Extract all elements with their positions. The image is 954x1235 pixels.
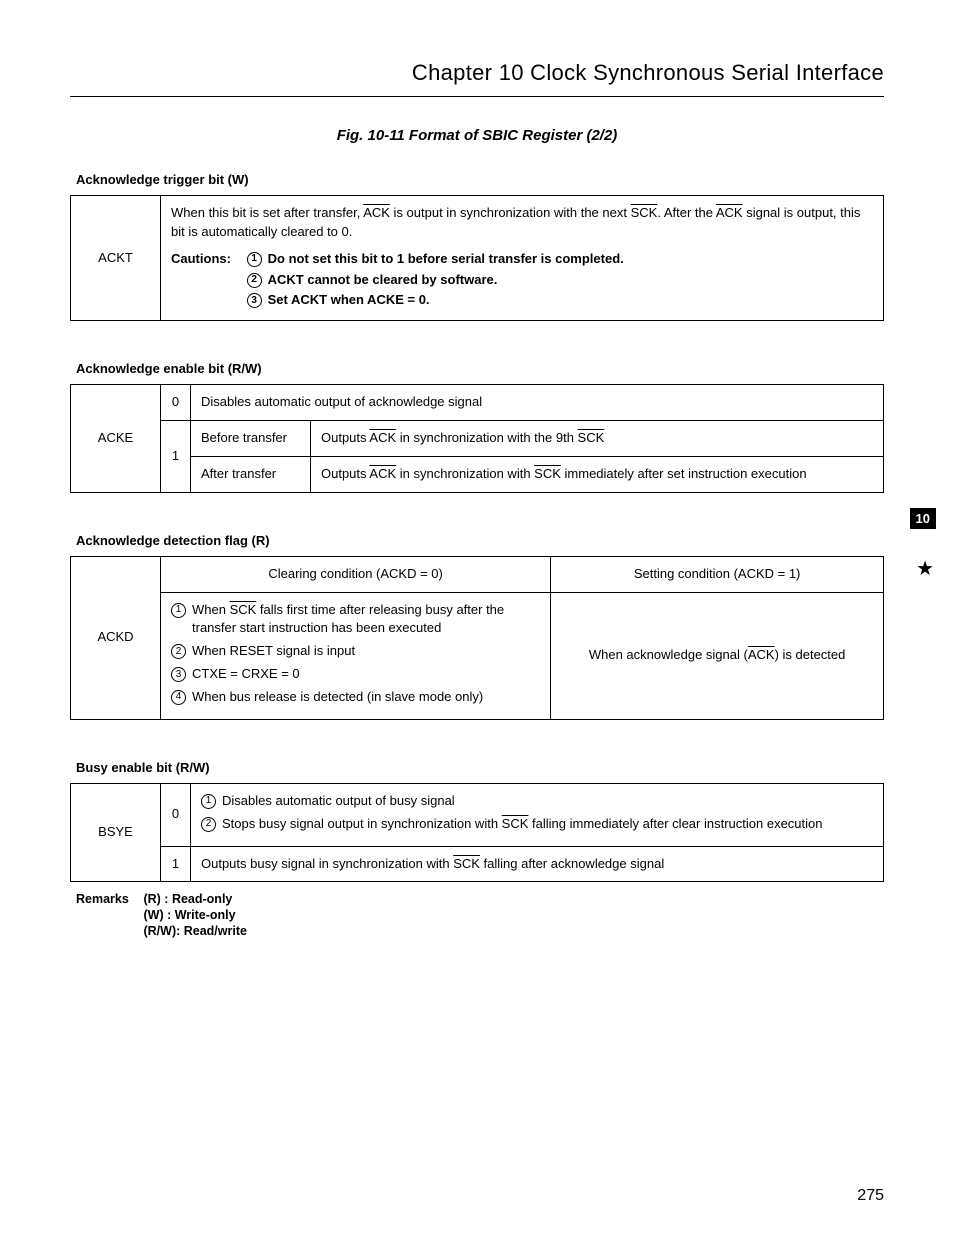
ackt-body: When this bit is set after transfer, ACK… bbox=[161, 196, 884, 321]
chapter-title: Chapter 10 Clock Synchronous Serial Inte… bbox=[70, 60, 884, 86]
circled-2-icon: 2 bbox=[171, 644, 186, 659]
acke-after-text: Outputs ACK in synchronization with SCK … bbox=[311, 456, 884, 492]
acke-row1-val: 1 bbox=[161, 421, 191, 493]
header-rule: Chapter 10 Clock Synchronous Serial Inte… bbox=[70, 60, 884, 97]
page-number: 275 bbox=[857, 1187, 884, 1205]
remarks-rw: (R/W): Read/write bbox=[143, 924, 246, 938]
acke-before-text: Outputs ACK in synchronization with the … bbox=[311, 421, 884, 457]
circled-3-icon: 3 bbox=[247, 293, 262, 308]
ackt-heading: Acknowledge trigger bit (W) bbox=[76, 172, 884, 187]
circled-1-icon: 1 bbox=[201, 794, 216, 809]
acke-row0-val: 0 bbox=[161, 385, 191, 421]
acke-before-label: Before transfer bbox=[191, 421, 311, 457]
acke-row0-text: Disables automatic output of acknowledge… bbox=[191, 385, 884, 421]
cautions-list: 1Do not set this bit to 1 before serial … bbox=[247, 250, 624, 313]
acke-after-label: After transfer bbox=[191, 456, 311, 492]
acke-heading: Acknowledge enable bit (R/W) bbox=[76, 361, 884, 376]
remarks-w: (W) : Write-only bbox=[143, 908, 246, 922]
bsye-row0-val: 0 bbox=[161, 783, 191, 846]
cautions-label: Cautions: bbox=[171, 250, 243, 269]
acke-table: ACKE 0 Disables automatic output of ackn… bbox=[70, 384, 884, 493]
ackt-table: ACKT When this bit is set after transfer… bbox=[70, 195, 884, 321]
remarks-r: (R) : Read-only bbox=[143, 892, 246, 906]
ackd-set-body: When acknowledge signal (ACK) is detecte… bbox=[551, 592, 884, 719]
bsye-heading: Busy enable bit (R/W) bbox=[76, 760, 884, 775]
remarks-body: (R) : Read-only (W) : Write-only (R/W): … bbox=[143, 892, 246, 940]
chapter-tab: 10 bbox=[910, 508, 936, 529]
ackd-heading: Acknowledge detection flag (R) bbox=[76, 533, 884, 548]
ackt-desc: When this bit is set after transfer, ACK… bbox=[171, 205, 860, 239]
ackd-clear-body: 1When SCK falls first time after releasi… bbox=[161, 592, 551, 719]
circled-2-icon: 2 bbox=[247, 273, 262, 288]
ackt-cautions: Cautions: 1Do not set this bit to 1 befo… bbox=[171, 250, 873, 313]
circled-4-icon: 4 bbox=[171, 690, 186, 705]
page: Chapter 10 Clock Synchronous Serial Inte… bbox=[0, 0, 954, 1235]
ackt-name: ACKT bbox=[71, 196, 161, 321]
bsye-table: BSYE 0 1Disables automatic output of bus… bbox=[70, 783, 884, 883]
acke-name: ACKE bbox=[71, 385, 161, 493]
bsye-row1-body: Outputs busy signal in synchronization w… bbox=[191, 846, 884, 882]
remarks-label: Remarks bbox=[76, 892, 140, 906]
bsye-row1-val: 1 bbox=[161, 846, 191, 882]
ackd-set-head: Setting condition (ACKD = 1) bbox=[551, 556, 884, 592]
circled-1-icon: 1 bbox=[247, 252, 262, 267]
remarks: Remarks (R) : Read-only (W) : Write-only… bbox=[76, 892, 884, 940]
ackd-table: ACKD Clearing condition (ACKD = 0) Setti… bbox=[70, 556, 884, 720]
circled-2-icon: 2 bbox=[201, 817, 216, 832]
figure-title: Fig. 10-11 Format of SBIC Register (2/2) bbox=[70, 127, 884, 144]
ackd-clear-head: Clearing condition (ACKD = 0) bbox=[161, 556, 551, 592]
circled-3-icon: 3 bbox=[171, 667, 186, 682]
circled-1-icon: 1 bbox=[171, 603, 186, 618]
star-icon: ★ bbox=[916, 556, 934, 581]
ackd-name: ACKD bbox=[71, 556, 161, 719]
bsye-name: BSYE bbox=[71, 783, 161, 882]
bsye-row0-body: 1Disables automatic output of busy signa… bbox=[191, 783, 884, 846]
